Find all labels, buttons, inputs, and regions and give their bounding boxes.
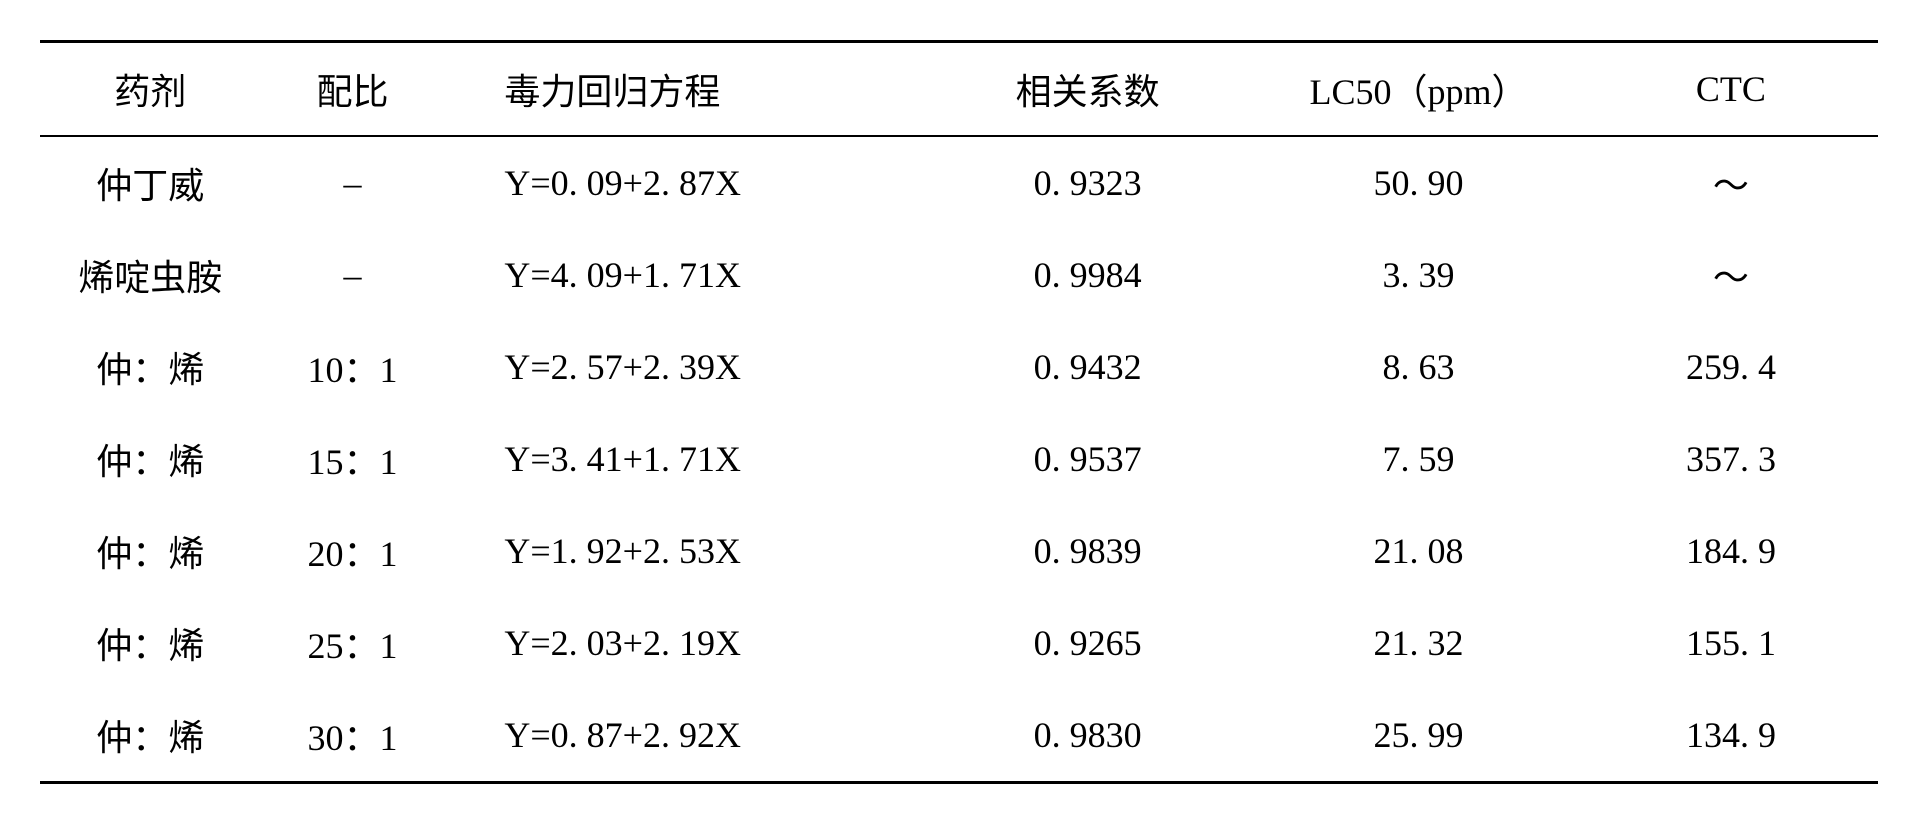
cell-ctc: 155. 1: [1584, 597, 1878, 689]
cell-agent: 烯啶虫胺: [40, 229, 261, 321]
cell-corr: 0. 9537: [922, 413, 1253, 505]
table-row: 仲：烯 25：1 Y=2. 03+2. 19X 0. 9265 21. 32 1…: [40, 597, 1878, 689]
cell-equation: Y=4. 09+1. 71X: [444, 229, 922, 321]
cell-corr: 0. 9830: [922, 689, 1253, 783]
cell-ratio: 30：1: [261, 689, 445, 783]
cell-agent: 仲：烯: [40, 413, 261, 505]
cell-ctc: 357. 3: [1584, 413, 1878, 505]
cell-equation: Y=3. 41+1. 71X: [444, 413, 922, 505]
table-row: 烯啶虫胺 – Y=4. 09+1. 71X 0. 9984 3. 39 ～: [40, 229, 1878, 321]
cell-corr: 0. 9432: [922, 321, 1253, 413]
cell-equation: Y=0. 09+2. 87X: [444, 136, 922, 229]
cell-ratio: –: [261, 229, 445, 321]
cell-corr: 0. 9265: [922, 597, 1253, 689]
cell-equation: Y=0. 87+2. 92X: [444, 689, 922, 783]
table-row: 仲：烯 10：1 Y=2. 57+2. 39X 0. 9432 8. 63 25…: [40, 321, 1878, 413]
col-header-lc50: LC50（ppm）: [1253, 42, 1584, 137]
cell-lc50: 21. 08: [1253, 505, 1584, 597]
col-header-equation: 毒力回归方程: [444, 42, 922, 137]
cell-equation: Y=1. 92+2. 53X: [444, 505, 922, 597]
cell-ctc: ～: [1584, 229, 1878, 321]
cell-agent: 仲：烯: [40, 597, 261, 689]
cell-ratio: 20：1: [261, 505, 445, 597]
col-header-ratio: 配比: [261, 42, 445, 137]
col-header-ctc: CTC: [1584, 42, 1878, 137]
cell-lc50: 50. 90: [1253, 136, 1584, 229]
cell-corr: 0. 9984: [922, 229, 1253, 321]
cell-agent: 仲：烯: [40, 689, 261, 783]
cell-ctc: 259. 4: [1584, 321, 1878, 413]
table-row: 仲：烯 15：1 Y=3. 41+1. 71X 0. 9537 7. 59 35…: [40, 413, 1878, 505]
table-row: 仲：烯 20：1 Y=1. 92+2. 53X 0. 9839 21. 08 1…: [40, 505, 1878, 597]
col-header-agent: 药剂: [40, 42, 261, 137]
cell-lc50: 25. 99: [1253, 689, 1584, 783]
cell-lc50: 3. 39: [1253, 229, 1584, 321]
cell-lc50: 21. 32: [1253, 597, 1584, 689]
cell-equation: Y=2. 57+2. 39X: [444, 321, 922, 413]
cell-ctc: ～: [1584, 136, 1878, 229]
cell-ratio: 25：1: [261, 597, 445, 689]
cell-agent: 仲：烯: [40, 321, 261, 413]
table-header-row: 药剂 配比 毒力回归方程 相关系数 LC50（ppm） CTC: [40, 42, 1878, 137]
cell-ctc: 134. 9: [1584, 689, 1878, 783]
cell-lc50: 7. 59: [1253, 413, 1584, 505]
cell-ratio: 15：1: [261, 413, 445, 505]
cell-ratio: 10：1: [261, 321, 445, 413]
cell-lc50: 8. 63: [1253, 321, 1584, 413]
cell-corr: 0. 9839: [922, 505, 1253, 597]
cell-ratio: –: [261, 136, 445, 229]
table-row: 仲丁威 – Y=0. 09+2. 87X 0. 9323 50. 90 ～: [40, 136, 1878, 229]
toxicity-data-table: 药剂 配比 毒力回归方程 相关系数 LC50（ppm） CTC 仲丁威 – Y=…: [40, 40, 1878, 784]
cell-agent: 仲：烯: [40, 505, 261, 597]
cell-agent: 仲丁威: [40, 136, 261, 229]
cell-ctc: 184. 9: [1584, 505, 1878, 597]
col-header-corr: 相关系数: [922, 42, 1253, 137]
cell-corr: 0. 9323: [922, 136, 1253, 229]
table-row: 仲：烯 30：1 Y=0. 87+2. 92X 0. 9830 25. 99 1…: [40, 689, 1878, 783]
cell-equation: Y=2. 03+2. 19X: [444, 597, 922, 689]
